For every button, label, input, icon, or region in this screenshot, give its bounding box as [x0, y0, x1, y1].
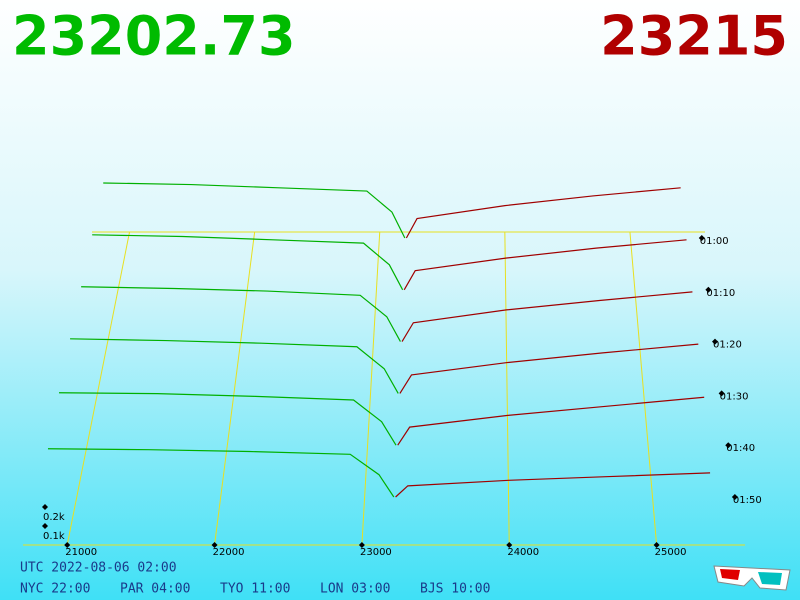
- bid-price: 23202.73: [12, 5, 296, 68]
- bid-depth-line: [92, 234, 404, 291]
- x-tick-label: 21000: [65, 547, 97, 558]
- ask-depth-line: [397, 396, 705, 446]
- x-tick: [64, 542, 71, 548]
- plot: 21000 22000 23000 24000 25000 0.1k 0.2k 01:00 01…: [23, 182, 762, 558]
- x-tick: [506, 542, 513, 548]
- bid-depth-line: [47, 448, 395, 498]
- zone-time: LON 03:00: [320, 582, 390, 597]
- time-tick: [698, 235, 705, 241]
- z-tick: [42, 504, 48, 510]
- time-tick: [718, 390, 725, 397]
- ask-depth-line: [395, 472, 711, 498]
- x-tick-label: 24000: [507, 547, 539, 558]
- zone-time: BJS 10:00: [420, 582, 490, 597]
- zone-time: NYC 22:00: [20, 582, 90, 597]
- bid-depth-line: [59, 392, 397, 446]
- z-tick: [42, 523, 48, 529]
- bid-depth-line: [70, 338, 399, 394]
- zone-time: PAR 04:00: [120, 582, 190, 597]
- x-tick-label: 22000: [213, 547, 245, 558]
- ask-depth-line: [399, 343, 699, 394]
- ask-depth-line: [403, 239, 687, 291]
- z-tick-label: 0.1k: [43, 531, 65, 542]
- time-tick-label: 01:00: [700, 236, 729, 247]
- time-tick-label: 01:30: [720, 391, 749, 402]
- time-tick-label: 01:40: [726, 443, 755, 454]
- time-tick-label: 01:50: [733, 495, 762, 506]
- ask-price: 23215: [600, 5, 788, 68]
- glasses-icon[interactable]: [713, 565, 791, 591]
- time-tick-label: 01:20: [713, 340, 742, 351]
- grid-line: [629, 231, 658, 546]
- grid-line: [504, 231, 510, 546]
- time-tick: [725, 442, 732, 449]
- x-tick: [358, 542, 365, 548]
- ask-depth-line: [401, 291, 693, 342]
- x-tick: [211, 542, 218, 548]
- grid-line: [214, 231, 256, 546]
- ask-depth-line: [405, 187, 681, 239]
- time-tick: [712, 338, 719, 345]
- bid-depth-line: [103, 182, 406, 239]
- z-tick-label: 0.2k: [43, 512, 65, 523]
- time-tick-label: 01:10: [706, 288, 735, 299]
- time-tick: [731, 494, 738, 500]
- time-tick: [705, 286, 712, 293]
- utc-time: UTC 2022-08-06 02:00: [20, 561, 177, 576]
- grid-line: [66, 231, 131, 546]
- zone-time: TYO 11:00: [220, 582, 290, 597]
- x-tick-label: 25000: [655, 547, 687, 558]
- x-tick: [653, 542, 660, 548]
- bid-depth-line: [81, 286, 401, 342]
- grid-line: [361, 231, 381, 546]
- x-tick-label: 23000: [360, 547, 392, 558]
